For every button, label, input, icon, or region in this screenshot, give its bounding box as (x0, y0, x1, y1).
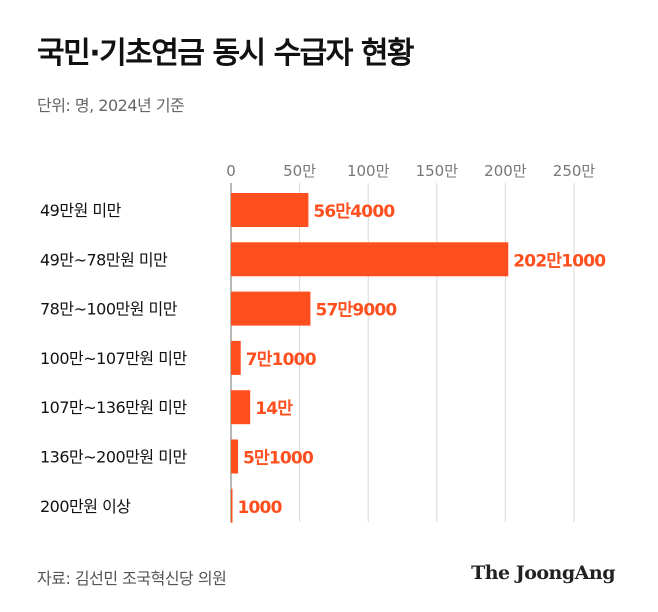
x-tick-label: 200만 (484, 162, 527, 180)
chart-title: 국민·기초연금 동시 수급자 현황 (37, 36, 415, 71)
data-label: 1000 (238, 498, 283, 518)
bar (231, 488, 233, 523)
x-tick-label: 100만 (347, 162, 390, 180)
data-label: 14만 (255, 399, 293, 419)
category-label: 49만~78만원 미만 (40, 250, 168, 269)
category-label: 100만~107만원 미만 (40, 349, 187, 368)
x-tick-label: 250만 (553, 162, 596, 180)
bar (231, 340, 241, 375)
category-label: 78만~100만원 미만 (40, 300, 178, 319)
source-note: 자료: 김선민 조국혁신당 의원 (37, 569, 227, 588)
x-tick-label: 150만 (416, 162, 459, 180)
data-label: 202만1000 (513, 251, 606, 271)
bar (231, 390, 251, 425)
bar (231, 439, 238, 474)
publisher-logo: The JoongAng (471, 562, 615, 584)
chart-subtitle: 단위: 명, 2024년 기준 (37, 96, 185, 115)
data-label: 7만1000 (246, 350, 317, 370)
bar (231, 291, 311, 326)
data-label: 56만4000 (313, 202, 395, 222)
bar-chart: 0 50만 100만 150만 200만 250만 49만원 미만 56만4000 49만~78… (40, 162, 607, 523)
bar (231, 193, 309, 227)
category-label: 49만원 미만 (40, 201, 122, 220)
data-label: 5만1000 (243, 449, 314, 469)
data-label: 57만9000 (315, 301, 397, 321)
category-label: 200만원 이상 (40, 497, 131, 516)
x-tick-label: 50만 (283, 162, 316, 180)
bar (231, 242, 509, 277)
x-tick-label: 0 (226, 162, 236, 180)
category-label: 136만~200만원 미만 (40, 448, 187, 467)
category-label: 107만~136만원 미만 (40, 398, 187, 417)
